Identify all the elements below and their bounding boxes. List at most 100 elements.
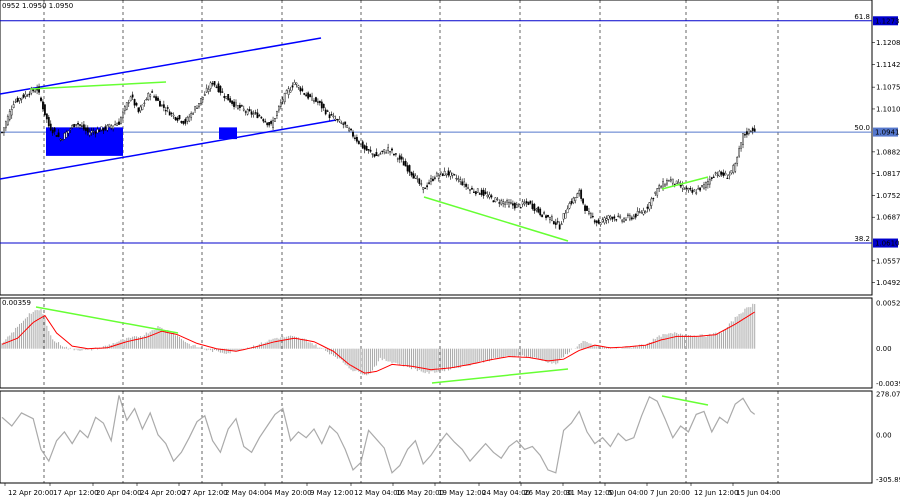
candle-body <box>561 224 562 225</box>
candle-body <box>555 223 556 225</box>
candle-body <box>438 175 439 178</box>
candle-body <box>514 203 515 208</box>
candle-body <box>58 133 59 137</box>
candle-body <box>707 181 708 185</box>
candle-body <box>571 201 572 203</box>
candle-body <box>374 155 375 157</box>
candle-body <box>577 194 578 198</box>
candle-body <box>727 178 728 179</box>
candle-body <box>752 128 753 130</box>
candle-body <box>212 83 213 84</box>
candle-body <box>251 112 252 115</box>
candle-body <box>380 154 381 155</box>
candle-body <box>112 126 113 129</box>
candle-body <box>651 199 652 206</box>
candle-body <box>516 205 517 208</box>
candle-body <box>696 193 697 194</box>
candle-body <box>296 83 297 84</box>
time-tick-label: 26 May 20:00 <box>524 489 572 497</box>
candle-body <box>460 180 461 182</box>
candle-body <box>540 209 541 215</box>
candle-body <box>619 216 620 217</box>
ohlc-header: 0952 1.0950 1.0950 <box>2 2 73 10</box>
candle-body <box>224 96 225 98</box>
candle-body <box>276 111 277 115</box>
candle-body <box>91 131 92 133</box>
candle-body <box>231 101 232 104</box>
macd-header: 0.00359 <box>2 299 31 307</box>
candle-body <box>430 179 431 182</box>
candle-body <box>547 215 548 216</box>
candle-body <box>214 81 215 85</box>
candle-body <box>29 94 30 95</box>
price-tick-label: 1.1142 <box>876 61 900 69</box>
candle-body <box>337 119 338 120</box>
candle-body <box>163 105 164 108</box>
candle-body <box>356 137 357 141</box>
candle-body <box>294 82 295 84</box>
time-tick-label: 12 May 04:00 <box>354 489 402 497</box>
candle-body <box>643 210 644 214</box>
candle-body <box>580 190 581 199</box>
candle-body <box>142 105 143 110</box>
price-tick-label: 1.0752 <box>876 192 900 200</box>
candle-body <box>590 214 591 218</box>
candle-body <box>703 185 704 189</box>
time-tick-label: 9 May 12:00 <box>310 489 354 497</box>
candle-body <box>103 129 104 131</box>
candle-body <box>465 184 466 186</box>
candle-body <box>606 219 607 220</box>
candle-body <box>233 102 234 107</box>
candle-body <box>17 98 18 102</box>
candle-body <box>618 216 619 217</box>
candle-body <box>729 174 730 176</box>
candle-body <box>183 121 184 123</box>
candle-body <box>196 108 197 109</box>
candle-body <box>481 190 482 195</box>
macd-tick-label: -0.00397 <box>876 380 900 388</box>
candle-body <box>249 109 250 110</box>
candle-body <box>452 173 453 175</box>
candle-body <box>194 107 195 110</box>
candle-body <box>541 215 542 217</box>
fib-level-label: 50.0 <box>854 124 870 132</box>
candle-body <box>610 216 611 218</box>
time-tick-label: 4 May 20:00 <box>268 489 312 497</box>
candle-body <box>200 98 201 103</box>
candle-body <box>520 207 521 208</box>
candle-body <box>313 100 314 101</box>
price-tick-label: 1.1208 <box>876 39 900 47</box>
candle-body <box>228 94 229 100</box>
candle-body <box>198 103 199 107</box>
candle-body <box>384 149 385 152</box>
candle-body <box>77 123 78 124</box>
candle-body <box>62 140 63 141</box>
candle-body <box>42 102 43 109</box>
fib-price-tag-label: 1.0610 <box>875 240 900 248</box>
candle-body <box>354 138 355 139</box>
candle-body <box>694 190 695 191</box>
candle-body <box>173 115 174 116</box>
candle-body <box>497 199 498 200</box>
candle-body <box>658 186 659 189</box>
candle-body <box>731 171 732 174</box>
candle-body <box>167 107 168 108</box>
candle-body <box>424 188 425 189</box>
candle-body <box>132 95 133 97</box>
candle-body <box>362 142 363 149</box>
candle-body <box>317 102 318 103</box>
price-tick-label: 1.1010 <box>876 105 900 113</box>
candle-body <box>748 129 749 134</box>
candle-body <box>290 90 291 92</box>
candle-body <box>510 203 511 204</box>
candle-body <box>678 182 679 184</box>
candle-body <box>345 122 346 124</box>
candle-body <box>360 144 361 145</box>
candle-body <box>89 132 90 135</box>
candle-body <box>467 188 468 189</box>
candle-body <box>397 158 398 159</box>
candle-body <box>237 105 238 108</box>
candle-body <box>423 187 424 189</box>
candle-body <box>440 172 441 173</box>
